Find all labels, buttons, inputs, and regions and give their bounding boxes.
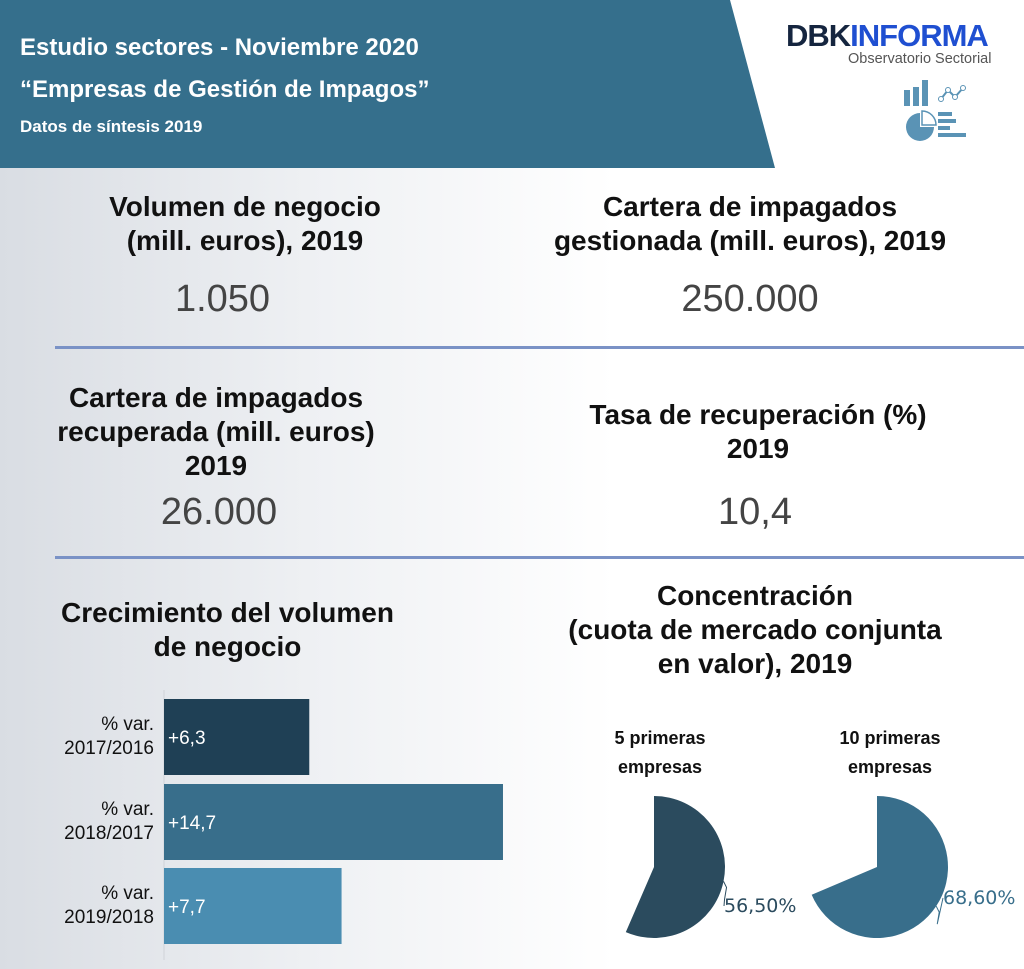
pie-chart-title: Concentración (cuota de mercado conjunta e… — [568, 580, 942, 679]
bar-category-label: % var. 2019/2018 — [64, 883, 154, 928]
bar — [164, 699, 310, 775]
bar-category-label: % var. 2017/2016 — [64, 714, 154, 759]
kpi-title-volumen: Volumen de negocio (mill. euros), 2019 — [109, 191, 381, 256]
pie-value-label: 68,60% — [943, 887, 1015, 909]
report-note: Datos de síntesis 2019 — [20, 117, 203, 136]
divider — [55, 346, 1024, 349]
bar-value-label: +6,3 — [168, 728, 206, 749]
kpi-title-cartera-gestionada: Cartera de impagados gestionada (mill. eu… — [553, 191, 947, 256]
bar-chart-title: Crecimiento del volumen de negocio — [61, 597, 394, 662]
pie-title-5: 5 primeras empresas — [614, 728, 706, 777]
header-banner — [0, 0, 775, 168]
kpi-value-tasa-recuperacion: 10,4 — [718, 491, 792, 533]
logo-dbk: DBK — [786, 18, 851, 53]
kpi-value-volumen: 1.050 — [174, 278, 271, 320]
pie-slice — [811, 796, 948, 938]
divider — [55, 556, 1024, 559]
kpi-value-cartera-gestionada: 250.000 — [681, 278, 819, 320]
bar-value-label: +7,7 — [168, 897, 206, 918]
bar — [164, 868, 342, 944]
kpi-title-cartera-recuperada: Cartera de impagados recuperada (mill. eu… — [57, 382, 375, 481]
bar-category-label: % var. 2018/2017 — [64, 799, 154, 844]
logo-informa: INFORMA — [850, 18, 989, 53]
bar — [164, 784, 503, 860]
pie-leader-line — [935, 897, 944, 925]
pie-title-10: 10 primeras empresas — [839, 728, 941, 777]
report-title: Estudio sectores - Noviembre 2020 — [20, 34, 419, 61]
pie-slice — [625, 796, 725, 939]
pie-leader-line — [723, 881, 728, 907]
report-subtitle: “Empresas de Gestión de Impagos” — [20, 76, 430, 103]
pie-value-label: 56,50% — [724, 895, 796, 917]
kpi-title-tasa-recuperacion: Tasa de recuperación (%) 2019 — [589, 399, 927, 464]
kpi-value-cartera-recuperada: 26.000 — [160, 491, 278, 533]
dbk-informa-logo: DBKINFORMA Observatorio Sectorial — [786, 18, 991, 68]
bar-value-label: +14,7 — [168, 813, 216, 834]
logo-tagline: Observatorio Sectorial — [848, 51, 992, 67]
